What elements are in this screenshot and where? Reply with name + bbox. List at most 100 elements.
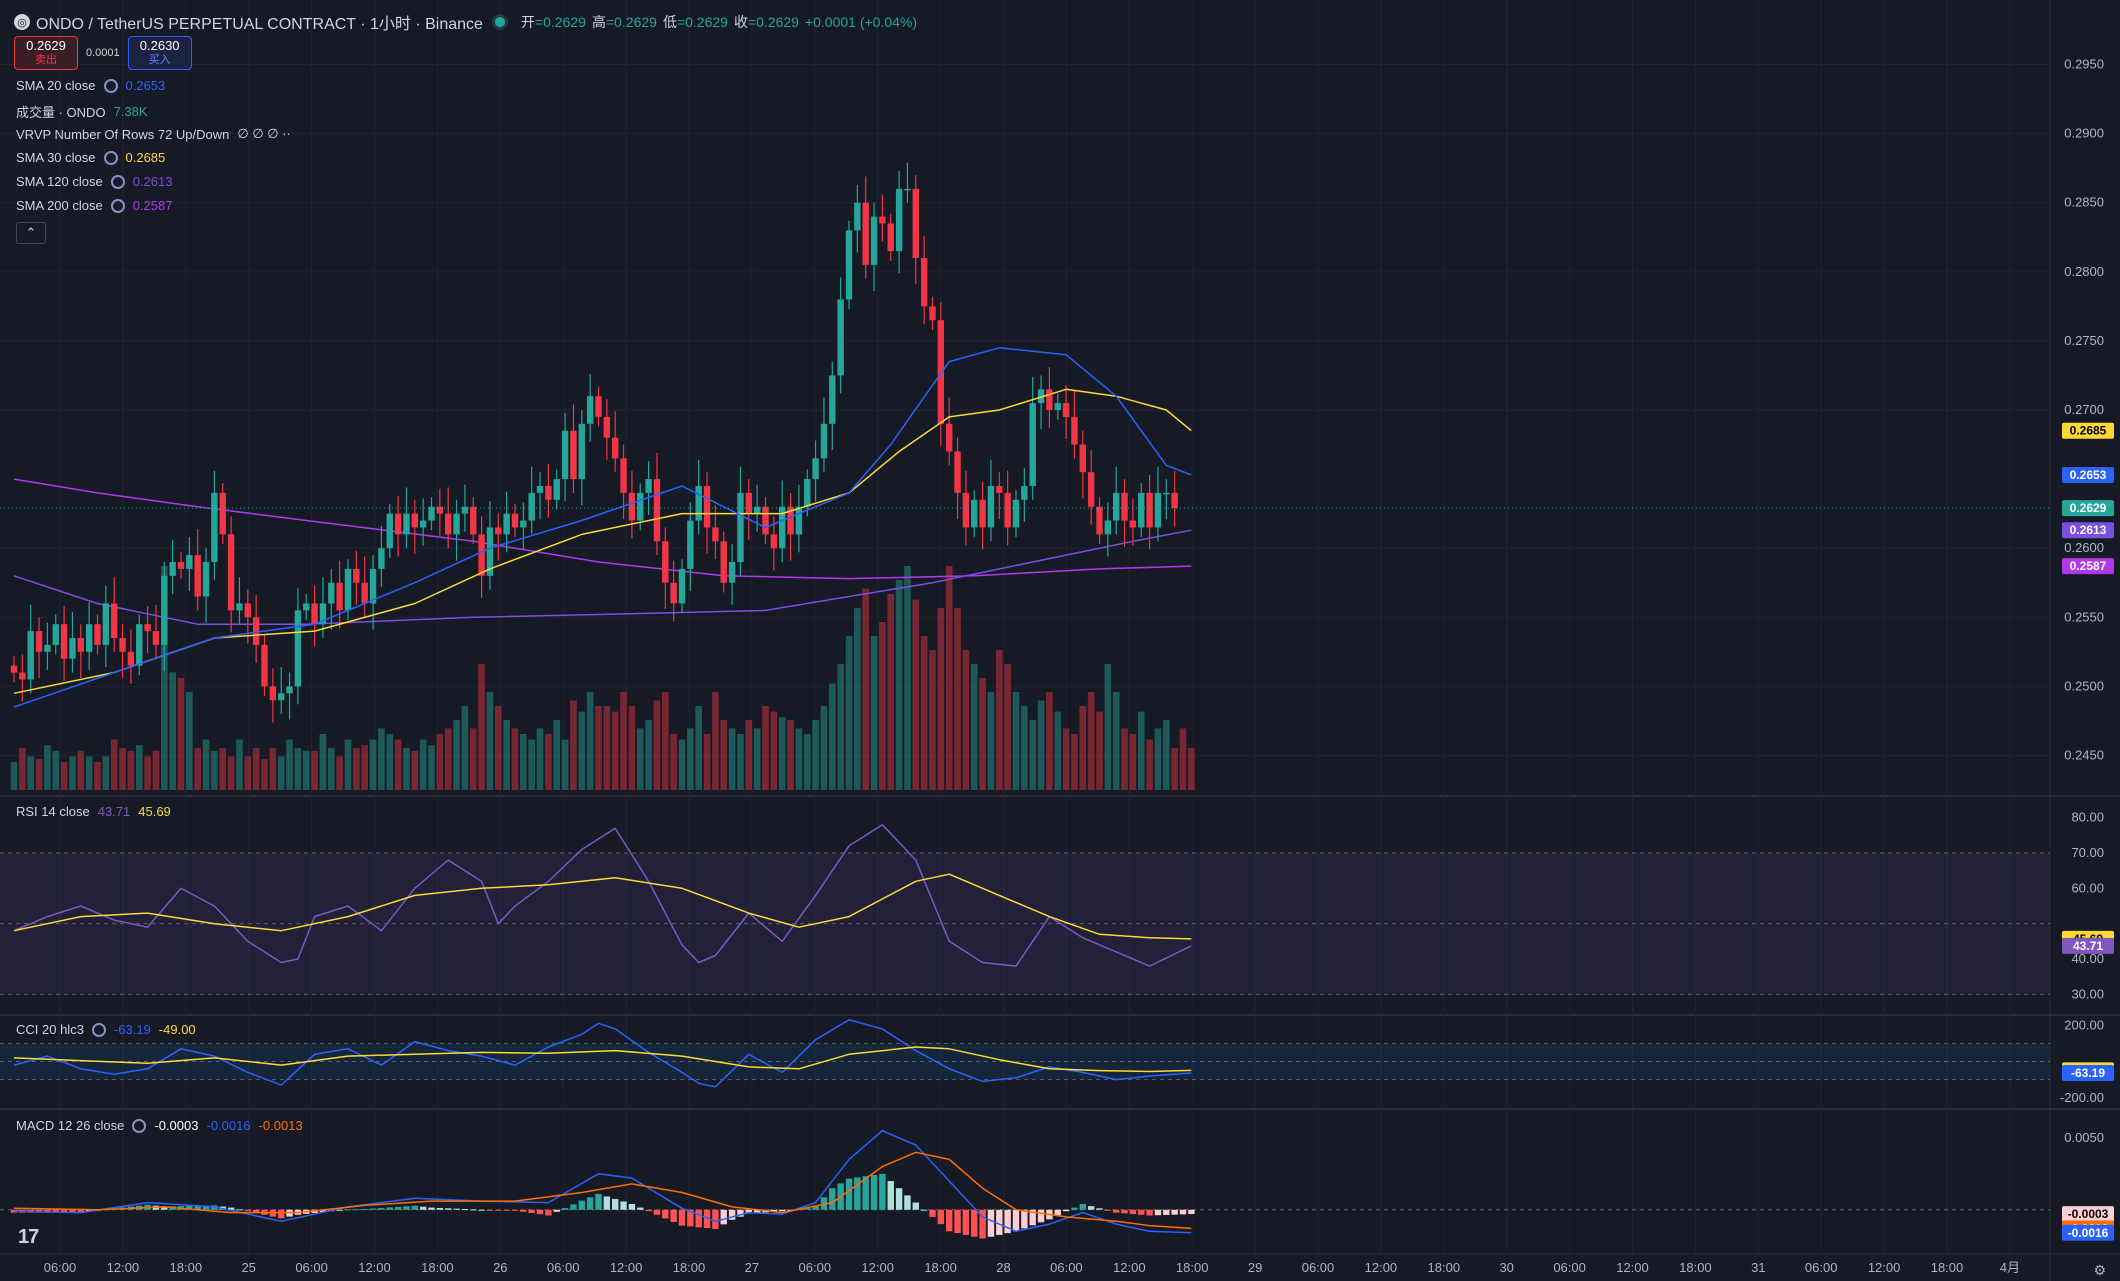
volume-bar xyxy=(520,734,527,790)
close-value: =0.2629 xyxy=(747,14,799,30)
settings-icon[interactable] xyxy=(110,198,125,213)
time-axis-label: 30 xyxy=(1499,1260,1513,1275)
tradingview-logo[interactable]: 17 xyxy=(18,1226,39,1248)
volume-bar xyxy=(703,734,711,790)
candle-body xyxy=(620,458,627,493)
legend-cci-ma-value: -49.00 xyxy=(158,1022,196,1037)
legend-macd[interactable]: MACD 12 26 close -0.0003 -0.0016 -0.0013 xyxy=(16,1118,303,1133)
candle-body xyxy=(227,534,235,611)
volume-bar xyxy=(478,664,485,790)
time-axis-label: 18:00 xyxy=(1679,1260,1712,1275)
candle-body xyxy=(294,610,302,687)
volume-bar xyxy=(879,622,886,790)
macd-label: -0.0016 xyxy=(2068,1226,2109,1240)
candle-body xyxy=(127,651,135,666)
candle-body xyxy=(812,458,819,480)
macd-histogram-bar xyxy=(1037,1209,1045,1223)
candle-body xyxy=(695,486,702,521)
candle-body xyxy=(1037,389,1045,404)
time-axis-label: 12:00 xyxy=(1113,1260,1146,1275)
candle-body xyxy=(378,548,385,569)
time-axis-label: 31 xyxy=(1751,1260,1765,1275)
spread-value: 0.0001 xyxy=(86,47,120,59)
macd-histogram-bar xyxy=(436,1207,444,1210)
macd-histogram-bar xyxy=(244,1209,251,1212)
legend-rsi-label: RSI 14 close xyxy=(16,804,90,819)
macd-histogram-bar xyxy=(770,1209,778,1212)
settings-icon[interactable] xyxy=(103,78,118,93)
rsi-axis-tick: 70.00 xyxy=(2071,845,2104,860)
candle-body xyxy=(1121,492,1128,521)
legend-volume[interactable]: 成交量 · ONDO 7.38K xyxy=(16,102,148,121)
volume-bar xyxy=(286,739,293,790)
collapse-legend-button[interactable]: ⌃ xyxy=(16,222,46,244)
candle-body xyxy=(662,541,669,583)
volume-bar xyxy=(428,745,435,790)
legend-rsi[interactable]: RSI 14 close 43.71 45.69 xyxy=(16,804,171,819)
candle-body xyxy=(136,624,143,666)
candle-body xyxy=(987,486,995,528)
macd-histogram-bar xyxy=(278,1209,285,1219)
settings-icon[interactable] xyxy=(91,1022,106,1037)
macd-histogram-bar xyxy=(545,1209,552,1216)
macd-histogram-bar xyxy=(962,1209,970,1235)
price-axis-tick: 0.2950 xyxy=(2064,57,2104,72)
settings-icon[interactable]: ⚙ xyxy=(2093,1262,2106,1278)
volume-bar xyxy=(486,692,494,790)
volume-bar xyxy=(712,692,719,790)
volume-bar xyxy=(795,728,803,790)
volume-bar xyxy=(35,759,43,790)
candle-body xyxy=(461,506,469,514)
candle-body xyxy=(211,492,218,562)
candle-body xyxy=(1029,403,1036,486)
sell-price: 0.2629 xyxy=(26,38,66,53)
volume-bar xyxy=(787,720,794,790)
candle-body xyxy=(394,513,402,535)
candle-body xyxy=(1154,492,1162,528)
market-status-icon xyxy=(494,17,505,27)
buy-button[interactable]: 0.2630 买入 xyxy=(127,36,192,70)
candle-body xyxy=(269,686,277,701)
legend-sma20[interactable]: SMA 20 close 0.2653 xyxy=(16,78,165,93)
macd-histogram-bar xyxy=(336,1209,343,1211)
macd-histogram-bar xyxy=(445,1208,452,1210)
legend-vrvp-value: ∅ ∅ ∅ ·· xyxy=(237,126,291,141)
symbol-title[interactable]: ONDO / TetherUS PERPETUAL CONTRACT · 1小时… xyxy=(36,16,483,33)
candle-body xyxy=(511,513,519,528)
sma30-line xyxy=(13,388,1192,695)
rsi-label: 43.71 xyxy=(2073,939,2103,953)
candle-body xyxy=(779,506,786,549)
settings-icon[interactable] xyxy=(132,1118,147,1133)
low-value: =0.2629 xyxy=(676,14,728,30)
candle-body xyxy=(1129,520,1137,528)
macd-histogram-bar xyxy=(920,1209,928,1211)
legend-sma20-value: 0.2653 xyxy=(125,78,166,93)
open-label: 开 xyxy=(520,14,535,30)
candle-body xyxy=(845,230,853,300)
volume-bar xyxy=(803,734,811,790)
legend-vrvp[interactable]: VRVP Number Of Rows 72 Up/Down ∅ ∅ ∅ ·· xyxy=(16,126,291,142)
candle-body xyxy=(453,513,460,535)
volume-bar xyxy=(1071,734,1078,790)
legend-cci[interactable]: CCI 20 hlc3 -63.19 -49.00 xyxy=(16,1022,196,1037)
macd-histogram-bar xyxy=(503,1209,510,1211)
legend-sma30[interactable]: SMA 30 close 0.2685 xyxy=(16,150,165,165)
legend-sma120[interactable]: SMA 120 close 0.2613 xyxy=(16,174,172,189)
macd-histogram-bar xyxy=(528,1209,535,1213)
macd-histogram-bar xyxy=(670,1209,677,1222)
settings-icon[interactable] xyxy=(103,150,118,165)
legend-sma200[interactable]: SMA 200 close 0.2587 xyxy=(16,198,172,213)
macd-histogram-bar xyxy=(904,1195,911,1210)
time-axis-label: 12:00 xyxy=(1868,1260,1901,1275)
settings-icon[interactable] xyxy=(110,174,125,189)
candle-body xyxy=(1104,520,1112,535)
volume-bar xyxy=(945,566,953,790)
candle-body xyxy=(920,258,928,307)
volume-bar xyxy=(904,566,911,790)
candle-body xyxy=(1171,492,1178,509)
cci-label: -63.19 xyxy=(2071,1066,2105,1080)
price-axis-tick: 0.2700 xyxy=(2064,402,2104,417)
sell-button[interactable]: 0.2629 卖出 xyxy=(14,36,78,70)
volume-bar xyxy=(411,750,419,790)
